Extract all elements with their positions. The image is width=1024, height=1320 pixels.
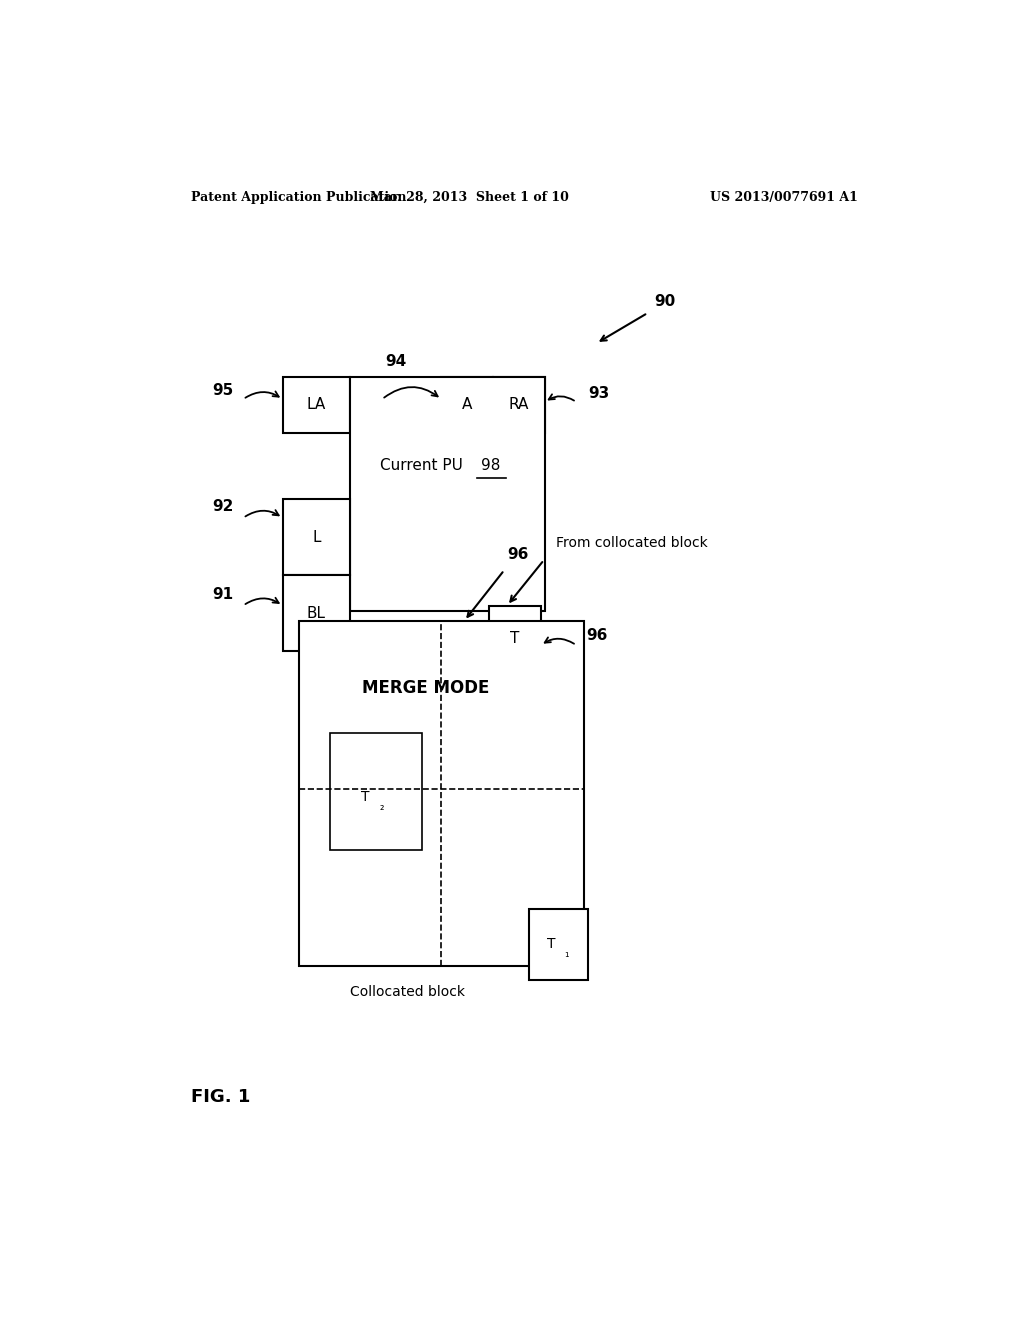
FancyBboxPatch shape: [494, 378, 545, 433]
Text: L: L: [312, 529, 321, 545]
FancyBboxPatch shape: [283, 499, 350, 576]
Text: LA: LA: [307, 397, 326, 412]
Text: 94: 94: [385, 354, 407, 368]
Text: Collocated block: Collocated block: [349, 985, 465, 999]
Text: 98: 98: [480, 458, 500, 474]
Text: T: T: [510, 631, 519, 647]
Text: From collocated block: From collocated block: [556, 536, 708, 549]
Text: ₁: ₁: [564, 949, 568, 960]
Text: Current PU: Current PU: [380, 458, 468, 474]
Text: Mar. 28, 2013  Sheet 1 of 10: Mar. 28, 2013 Sheet 1 of 10: [370, 191, 568, 203]
Text: T: T: [360, 789, 370, 804]
Text: BL: BL: [307, 606, 326, 620]
Text: 91: 91: [212, 586, 233, 602]
Text: A: A: [462, 397, 472, 412]
Text: Patent Application Publication: Patent Application Publication: [191, 191, 407, 203]
Text: FIG. 1: FIG. 1: [191, 1088, 251, 1106]
Text: RA: RA: [509, 397, 529, 412]
Text: 95: 95: [212, 383, 233, 399]
Text: T: T: [547, 937, 556, 952]
Text: 96: 96: [507, 546, 528, 562]
FancyBboxPatch shape: [441, 378, 494, 433]
Text: 96: 96: [586, 628, 607, 643]
FancyBboxPatch shape: [489, 606, 541, 672]
Text: MERGE MODE: MERGE MODE: [361, 678, 489, 697]
FancyBboxPatch shape: [350, 378, 545, 611]
Text: 92: 92: [212, 499, 233, 513]
FancyBboxPatch shape: [528, 908, 588, 979]
FancyBboxPatch shape: [299, 620, 585, 966]
FancyBboxPatch shape: [331, 733, 422, 850]
FancyBboxPatch shape: [283, 576, 350, 651]
FancyBboxPatch shape: [283, 378, 350, 433]
Text: US 2013/0077691 A1: US 2013/0077691 A1: [711, 191, 858, 203]
Text: ₂: ₂: [379, 803, 384, 812]
Text: 93: 93: [588, 387, 609, 401]
Text: 90: 90: [654, 294, 676, 309]
